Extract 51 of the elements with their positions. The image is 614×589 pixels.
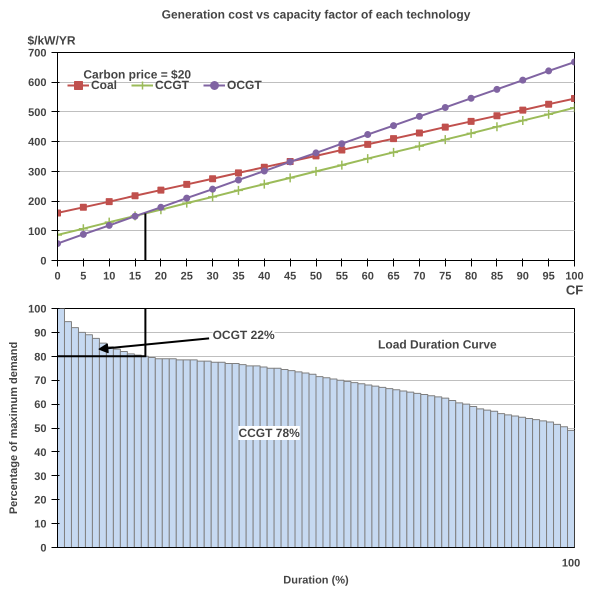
- y-tick-label: 90: [34, 327, 47, 340]
- legend-label: OCGT: [227, 78, 262, 92]
- y-tick-label: 100: [28, 304, 47, 316]
- x-tick-label: 75: [439, 270, 452, 282]
- x-tick-label: 0: [54, 270, 61, 282]
- x-tick-label: 5: [80, 270, 86, 282]
- annotation: Load Duration Curve: [378, 338, 498, 352]
- x-tick-label: 85: [490, 270, 504, 282]
- y-tick-label: 0: [40, 256, 47, 268]
- y-tick-label: 30: [34, 470, 47, 483]
- x-tick-label: 90: [516, 270, 529, 282]
- x-tick-label: 20: [154, 270, 168, 282]
- y-tick-label: 0: [40, 542, 47, 554]
- y-axis-title: Percentage of maximum demand: [8, 342, 20, 514]
- x-tick-label: 55: [336, 270, 348, 282]
- y-tick-label: 700: [28, 48, 47, 60]
- y-tick-label: 400: [28, 136, 47, 149]
- y-tick-label: 40: [34, 446, 47, 459]
- x-axis-title: Duration (%): [283, 574, 350, 586]
- y-tick-label: 50: [34, 423, 47, 435]
- x-tick-label: 10: [103, 270, 116, 282]
- y-tick-label: 60: [34, 399, 47, 412]
- x-tick-label: 60: [362, 270, 374, 282]
- x-tick-label: 35: [232, 270, 245, 282]
- x-tick-label: 50: [310, 270, 322, 282]
- x-tick-label: 45: [284, 270, 296, 282]
- x-tick-label: 65: [387, 270, 400, 282]
- x-tick-label: 30: [206, 270, 219, 282]
- x-tick-label: 25: [180, 270, 193, 282]
- x-tick-label: 95: [542, 270, 555, 282]
- legend-label: Coal: [91, 78, 118, 92]
- annotation: OCGT 22%: [212, 328, 275, 342]
- x-tick-label: 40: [258, 270, 270, 282]
- legend-label: CCGT: [155, 78, 190, 92]
- y-tick-label: 80: [34, 351, 47, 364]
- y-tick-label: 500: [28, 106, 47, 119]
- chart-title: Generation cost vs capacity factor of each technology: [162, 8, 471, 22]
- y-tick-label: 20: [34, 494, 47, 507]
- y-tick-label: 100: [28, 226, 47, 238]
- y-tick-label: 300: [28, 166, 47, 178]
- y-tick-label: 70: [34, 375, 47, 388]
- y-tick-label: 10: [34, 518, 47, 531]
- y-tick-label: 600: [28, 77, 47, 90]
- y-axis-title: $/kW/YR: [28, 34, 76, 48]
- x-tick-label: 100: [565, 270, 584, 282]
- y-tick-label: 200: [28, 196, 47, 208]
- x-tick-label: 80: [464, 270, 478, 282]
- x-tick-label: 15: [128, 270, 142, 282]
- annotation: CCGT 78%: [238, 426, 300, 440]
- x-axis-title: CF: [566, 282, 584, 298]
- x-tick-label: 70: [413, 270, 426, 282]
